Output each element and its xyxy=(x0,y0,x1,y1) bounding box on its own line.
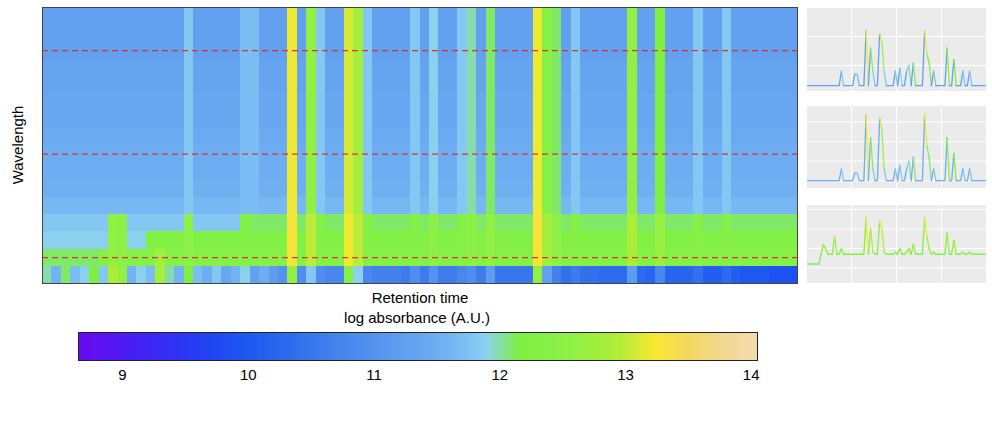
html-text:Retention time: Retention time xyxy=(371,289,469,306)
html-text:log absorbance (A.U.): log absorbance (A.U.) xyxy=(344,309,490,326)
svg-text:11: 11 xyxy=(366,366,382,383)
svg-text:10: 10 xyxy=(240,366,257,383)
svg-text:9: 9 xyxy=(118,366,126,383)
svg-text:14: 14 xyxy=(743,366,760,383)
html-text:Wavelength: Wavelength xyxy=(9,105,26,185)
svg-text:12: 12 xyxy=(491,366,508,383)
svg-text:13: 13 xyxy=(617,366,634,383)
